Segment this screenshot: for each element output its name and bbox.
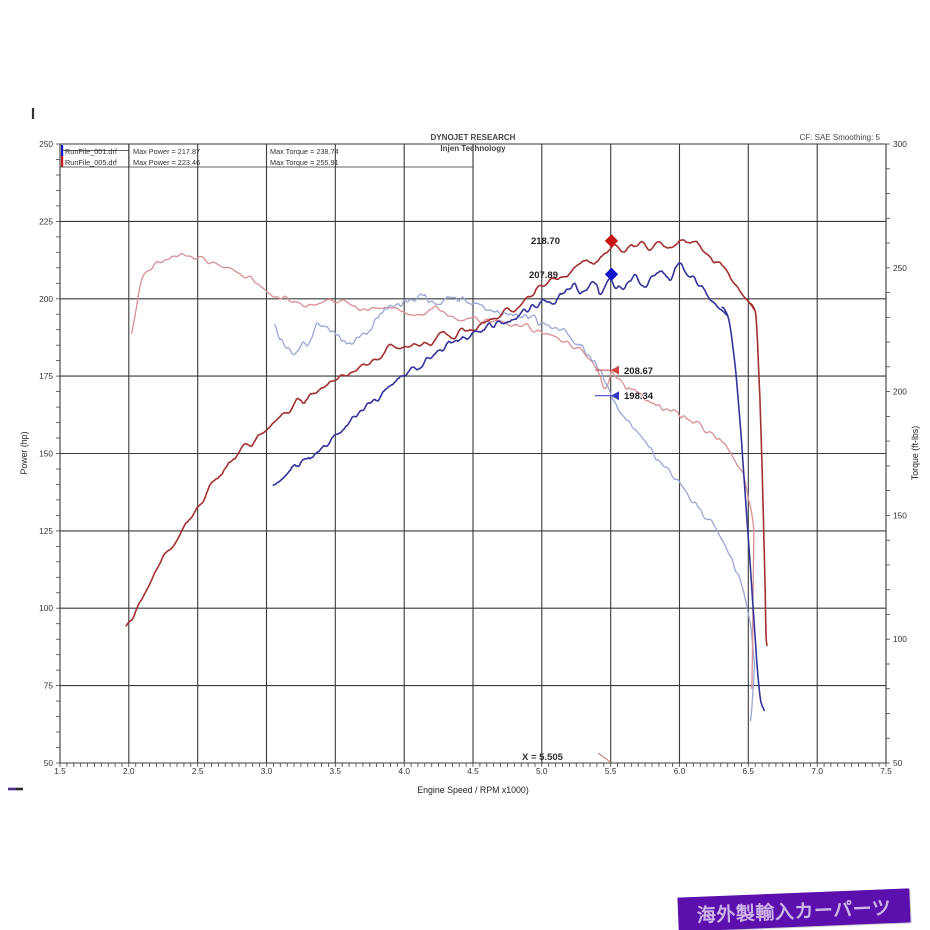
svg-text:5.5: 5.5 bbox=[605, 766, 617, 776]
svg-text:X = 5.505: X = 5.505 bbox=[522, 752, 564, 763]
svg-text:250: 250 bbox=[893, 263, 907, 273]
svg-text:3.0: 3.0 bbox=[261, 766, 273, 776]
svg-text:300: 300 bbox=[893, 139, 907, 149]
svg-text:225: 225 bbox=[39, 216, 53, 226]
svg-text:Max Power = 223.46: Max Power = 223.46 bbox=[133, 158, 200, 167]
svg-text:Engine Speed / RPM x1000): Engine Speed / RPM x1000) bbox=[417, 785, 529, 795]
svg-text:7.5: 7.5 bbox=[880, 766, 892, 776]
svg-text:6.5: 6.5 bbox=[743, 766, 755, 776]
svg-text:150: 150 bbox=[893, 510, 907, 520]
svg-text:Torque (ft-lbs): Torque (ft-lbs) bbox=[910, 426, 920, 480]
svg-text:200: 200 bbox=[39, 294, 53, 304]
svg-text:125: 125 bbox=[39, 526, 53, 536]
svg-text:175: 175 bbox=[39, 371, 53, 381]
svg-text:7.0: 7.0 bbox=[811, 766, 823, 776]
svg-text:RunFile_005.drf: RunFile_005.drf bbox=[65, 158, 118, 167]
svg-text:218.70: 218.70 bbox=[531, 236, 560, 247]
svg-text:1.5: 1.5 bbox=[54, 766, 66, 776]
svg-text:4.5: 4.5 bbox=[467, 766, 479, 776]
svg-text:2.0: 2.0 bbox=[123, 766, 135, 776]
svg-text:3.5: 3.5 bbox=[330, 766, 342, 776]
svg-text:6.0: 6.0 bbox=[674, 766, 686, 776]
svg-text:200: 200 bbox=[893, 387, 907, 397]
svg-text:100: 100 bbox=[39, 603, 53, 613]
svg-text:DYNOJET RESEARCH: DYNOJET RESEARCH bbox=[431, 133, 516, 142]
svg-text:RunFile_001.drf: RunFile_001.drf bbox=[65, 147, 118, 156]
svg-text:5.0: 5.0 bbox=[536, 766, 548, 776]
svg-text:Max Power = 217.87: Max Power = 217.87 bbox=[133, 147, 200, 156]
svg-text:Max Torque = 255.91: Max Torque = 255.91 bbox=[270, 158, 339, 167]
svg-text:50: 50 bbox=[44, 758, 54, 768]
svg-text:150: 150 bbox=[39, 449, 53, 459]
svg-text:207.89: 207.89 bbox=[529, 270, 558, 281]
svg-text:Max Torque = 238.74: Max Torque = 238.74 bbox=[270, 147, 339, 156]
svg-text:Power (hp): Power (hp) bbox=[19, 431, 29, 474]
svg-text:50: 50 bbox=[893, 758, 903, 768]
svg-text:4.0: 4.0 bbox=[398, 766, 410, 776]
svg-text:250: 250 bbox=[39, 139, 53, 149]
svg-text:2.5: 2.5 bbox=[192, 766, 204, 776]
svg-text:75: 75 bbox=[44, 681, 54, 691]
svg-text:CF: SAE Smoothing: 5: CF: SAE Smoothing: 5 bbox=[800, 133, 881, 142]
svg-text:100: 100 bbox=[893, 634, 907, 644]
svg-text:208.67: 208.67 bbox=[624, 366, 653, 377]
svg-text:198.34: 198.34 bbox=[624, 391, 654, 402]
